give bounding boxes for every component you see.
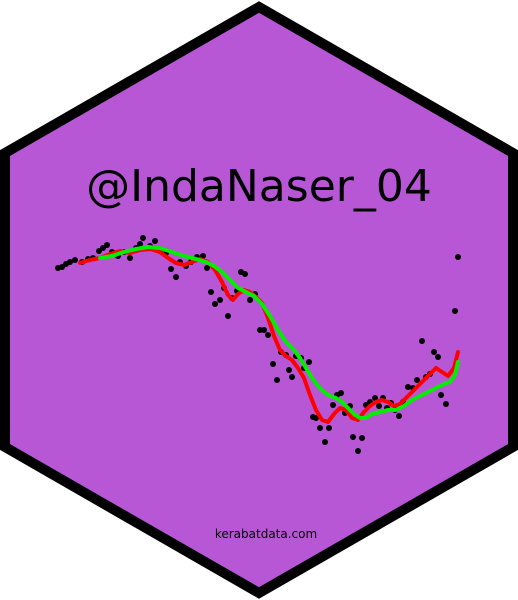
- scatter-point: [419, 338, 425, 344]
- scatter-point: [326, 425, 332, 431]
- scatter-point: [208, 289, 214, 295]
- scatter-point: [435, 354, 441, 360]
- scatter-point: [306, 359, 312, 365]
- scatter-point: [396, 413, 402, 419]
- scatter-point: [286, 367, 292, 373]
- scatter-point: [242, 271, 248, 277]
- scatter-point: [330, 402, 336, 408]
- scatter-point: [67, 259, 73, 265]
- sticker-title: @IndaNaser_04: [86, 161, 432, 212]
- scatter-point: [104, 242, 110, 248]
- scatter-point: [127, 255, 133, 261]
- scatter-point: [455, 254, 461, 260]
- green-smooth-line: [98, 245, 460, 420]
- scatter-point: [152, 238, 158, 244]
- scatter-point: [372, 395, 378, 401]
- scatter-point: [317, 425, 323, 431]
- scatter-point: [137, 241, 143, 247]
- red-smooth-line: [78, 247, 460, 424]
- scatter-point: [212, 301, 218, 307]
- scatter-point: [225, 313, 231, 319]
- scatter-point: [350, 434, 356, 440]
- scatter-plot: [55, 235, 461, 454]
- scatter-point: [338, 390, 344, 396]
- scatter-point: [289, 374, 295, 380]
- scatter-point: [443, 401, 449, 407]
- scatter-point: [217, 297, 223, 303]
- scatter-point: [405, 384, 411, 390]
- scatter-point: [274, 377, 280, 383]
- scatter-point: [173, 274, 179, 280]
- scatter-point: [72, 257, 78, 263]
- scatter-point: [247, 297, 253, 303]
- scatter-point: [431, 349, 437, 355]
- scatter-point: [313, 415, 319, 421]
- scatter-point: [270, 361, 276, 367]
- scatter-point: [438, 392, 444, 398]
- scatter-point: [140, 235, 146, 241]
- scatter-point: [359, 435, 365, 441]
- scatter-point: [414, 377, 420, 383]
- scatter-point: [355, 448, 361, 454]
- scatter-point: [322, 439, 328, 445]
- scatter-point: [376, 403, 382, 409]
- scatter-point: [265, 332, 271, 338]
- scatter-point: [452, 308, 458, 314]
- sticker-url: kerabatdata.com: [215, 527, 317, 541]
- scatter-point: [261, 327, 267, 333]
- scatter-point: [168, 266, 174, 272]
- scatter-point: [204, 265, 210, 271]
